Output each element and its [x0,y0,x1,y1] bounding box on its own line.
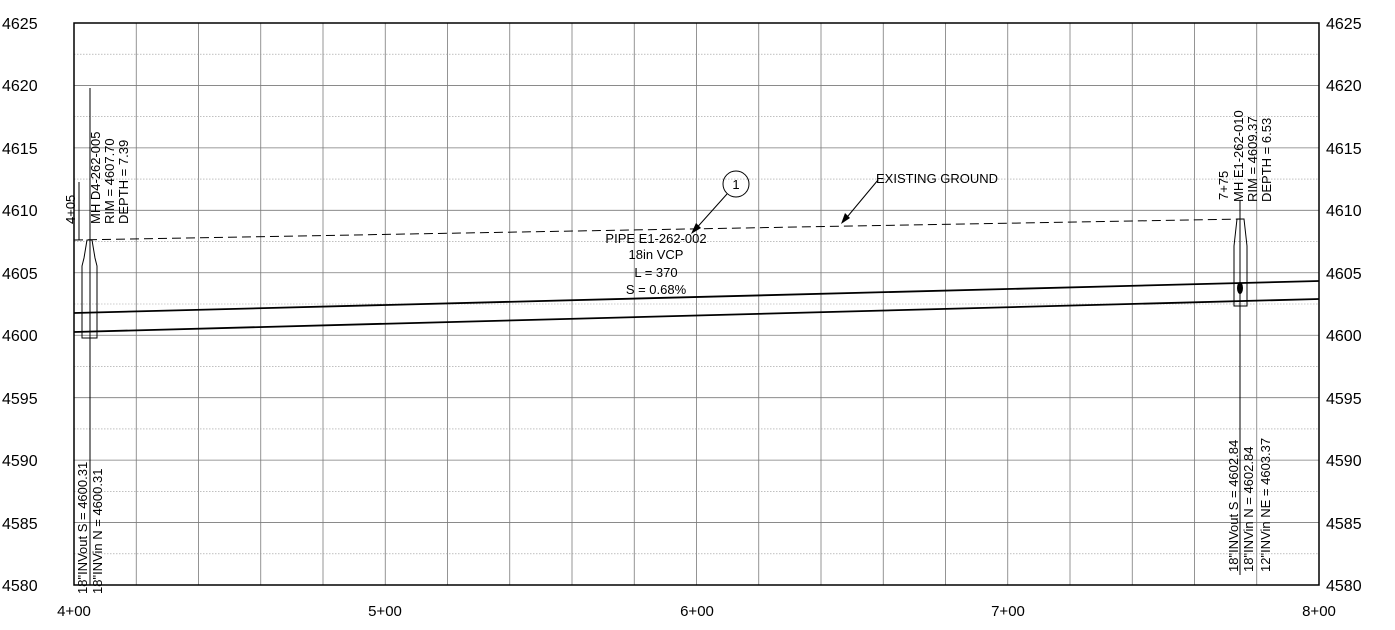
elev-label-right: 4600 [1326,328,1362,345]
elev-label-left: 4585 [2,516,38,533]
elev-label-right: 4605 [1326,266,1362,283]
elev-label-left: 4620 [2,78,38,95]
elev-label-left: 4610 [2,203,38,220]
elev-label-right: 4625 [1326,16,1362,33]
manhole-right-inv-out: 18"INVout S = 4602.84 [1226,440,1241,572]
pipe-id-label: PIPE E1-262-002 [605,231,706,246]
manhole-right-inv-in-n: 18"INVin N = 4602.84 [1241,447,1256,572]
manhole-left-rim: RIM = 4607.70 [102,138,117,224]
elevation-labels-right: 4625 4620 4615 4610 4605 4600 4595 4590 … [1326,16,1362,595]
elev-label-right: 4620 [1326,78,1362,95]
station-label: 8+00 [1302,603,1336,620]
manhole-left-station: 4+05 [63,195,78,224]
station-labels: 4+00 5+00 6+00 7+00 8+00 [57,603,1336,620]
elev-label-left: 4615 [2,141,38,158]
elev-label-left: 4600 [2,328,38,345]
existing-ground-arrowhead [841,213,850,224]
elev-label-right: 4580 [1326,578,1362,595]
callout-arrowhead [691,223,701,234]
elev-label-right: 4615 [1326,141,1362,158]
profile-frame [73,22,1320,586]
existing-ground-annotation: EXISTING GROUND [841,171,998,224]
callout-1: 1 [691,170,750,234]
pipe-size-label: 18in VCP [629,247,684,262]
elevation-labels-left: 4625 4620 4615 4610 4605 4600 4595 4590 … [2,16,38,595]
manhole-left: 4+05 MH D4-262-005 RIM = 4607.70 DEPTH =… [63,88,131,594]
manhole-right-id: MH E1-262-010 [1231,110,1246,202]
elev-label-left: 4595 [2,391,38,408]
callout-number: 1 [732,177,739,192]
pipe-slope-label: S = 0.68% [626,282,687,297]
manhole-right-shape [1233,218,1248,307]
elev-label-right: 4585 [1326,516,1362,533]
station-label: 4+00 [57,603,91,620]
manhole-left-inv-in: 18"INVin N = 4600.31 [90,469,105,594]
manhole-left-depth: DEPTH = 7.39 [116,140,131,224]
manhole-left-inv-out: 18"INVout S = 4600.31 [75,462,90,594]
elev-label-left: 4590 [2,453,38,470]
profile-grid [74,23,1319,585]
manhole-right-inv-in-ne: 12"INVin NE = 4603.37 [1258,438,1273,572]
manhole-right-depth: DEPTH = 6.53 [1259,118,1274,202]
existing-ground-leader [842,179,879,223]
elev-label-left: 4625 [2,16,38,33]
manhole-left-shape [81,239,98,339]
manhole-left-id: MH D4-262-005 [88,132,103,225]
manhole-right: 7+75 MH E1-262-010 RIM = 4609.37 DEPTH =… [1216,110,1274,575]
elev-label-right: 4590 [1326,453,1362,470]
elev-label-right: 4610 [1326,203,1362,220]
manhole-right-station: 7+75 [1216,171,1231,200]
elev-label-left: 4580 [2,578,38,595]
elev-label-right: 4595 [1326,391,1362,408]
station-label: 6+00 [680,603,714,620]
pipe-crown-line [73,280,1320,314]
callout-bubble [722,170,750,198]
pipe-invert-line [73,298,1320,333]
manhole-right-rim: RIM = 4609.37 [1245,116,1260,202]
station-label: 5+00 [368,603,402,620]
pipe-annotation: PIPE E1-262-002 18in VCP L = 370 S = 0.6… [605,231,706,297]
pipe-length-label: L = 370 [634,265,677,280]
station-label: 7+00 [991,603,1025,620]
elev-label-left: 4605 [2,266,38,283]
callout-leader [692,193,728,233]
existing-ground-label: EXISTING GROUND [876,171,998,186]
